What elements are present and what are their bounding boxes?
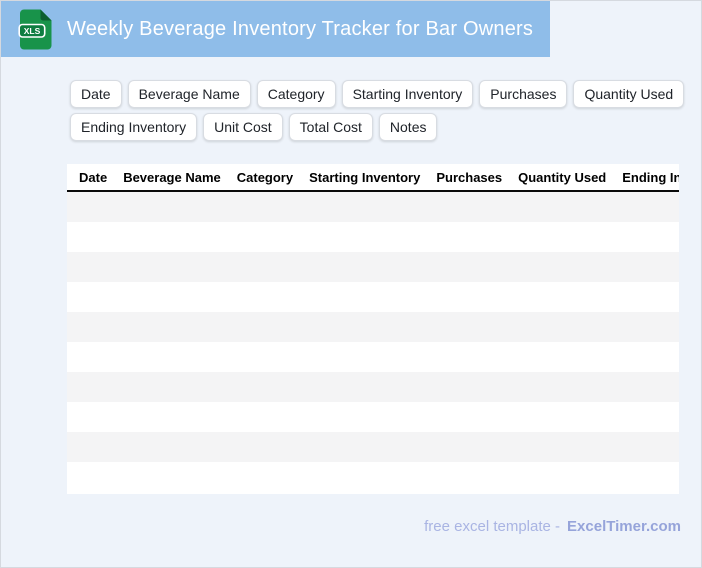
table-row <box>67 312 679 342</box>
chip-purchases[interactable]: Purchases <box>479 80 568 108</box>
chip-beverage-name[interactable]: Beverage Name <box>127 80 251 108</box>
table-row <box>67 282 679 312</box>
col-header-date: Date <box>79 170 108 185</box>
xls-file-icon: XLS <box>18 9 52 50</box>
chip-quantity-used[interactable]: Quantity Used <box>573 80 685 108</box>
col-header-category: Category <box>236 170 294 185</box>
footer: free excel template - ExcelTimer.com <box>424 518 681 535</box>
table-header-row: Date Beverage Name Category Starting Inv… <box>67 164 679 192</box>
col-header-starting-inventory: Starting Inventory <box>309 170 421 185</box>
footer-text: free excel template - <box>424 518 561 535</box>
chip-ending-inventory[interactable]: Ending Inventory <box>70 113 198 141</box>
chip-unit-cost[interactable]: Unit Cost <box>203 113 283 141</box>
table-row <box>67 372 679 402</box>
table-row <box>67 432 679 462</box>
svg-text:XLS: XLS <box>24 26 41 36</box>
table-row <box>67 252 679 282</box>
table-row <box>67 192 679 222</box>
table-row <box>67 342 679 372</box>
col-header-beverage-name: Beverage Name <box>123 170 221 185</box>
chip-notes[interactable]: Notes <box>378 113 438 141</box>
page-title: Weekly Beverage Inventory Tracker for Ba… <box>67 17 534 40</box>
column-chip-list: Date Beverage Name Category Starting Inv… <box>70 80 694 141</box>
footer-brand-link[interactable]: ExcelTimer.com <box>567 518 681 535</box>
chip-date[interactable]: Date <box>70 80 122 108</box>
chip-starting-inventory[interactable]: Starting Inventory <box>341 80 474 108</box>
table-row <box>67 222 679 252</box>
table-row <box>67 462 679 492</box>
col-header-purchases: Purchases <box>436 170 503 185</box>
col-header-quantity-used: Quantity Used <box>518 170 607 185</box>
chip-category[interactable]: Category <box>256 80 336 108</box>
inventory-table: Date Beverage Name Category Starting Inv… <box>67 164 679 494</box>
col-header-ending-inventory: Ending Inventory <box>622 170 679 185</box>
title-bar: XLS Weekly Beverage Inventory Tracker fo… <box>1 1 550 57</box>
chip-total-cost[interactable]: Total Cost <box>288 113 373 141</box>
table-row <box>67 402 679 432</box>
